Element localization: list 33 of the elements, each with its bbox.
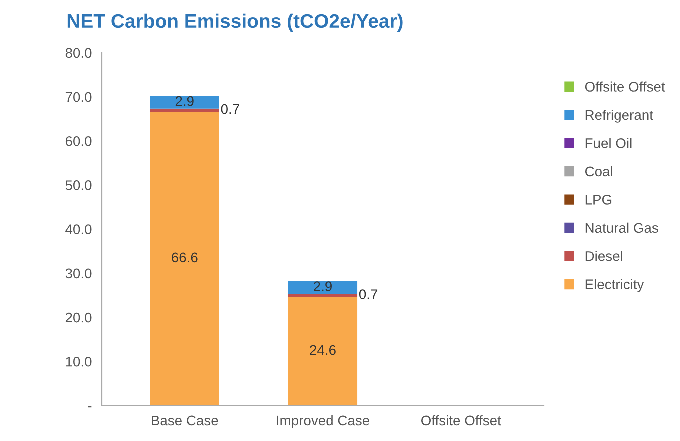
legend-label: Fuel Oil [586,138,632,148]
legend-label: Natural Gas [586,222,658,234]
legend-label: Offsite Offset [585,82,666,92]
y-tick-label: 30.0 [66,268,92,279]
data-label: 0.7 [221,104,240,114]
bar [150,112,220,406]
bar [150,96,220,109]
x-tick-label: Base Case [152,416,218,426]
bar [288,281,358,294]
legend-label: Diesel [586,251,622,262]
x-tick-label: Improved Case [277,415,370,428]
legend-label: Refrigerant [586,110,654,123]
data-label: 66.6 [172,252,198,263]
y-tick-label: 70.0 [66,92,92,102]
legend-label: LPG [586,194,612,205]
bar [288,294,358,298]
y-tick-label: 40.0 [66,224,92,234]
bar [150,108,220,112]
bar [288,297,358,406]
y-tick-label: 50.0 [66,180,92,190]
y-tick-label: - [88,406,92,408]
legend-label: Coal [585,166,612,177]
y-tick-label: 60.0 [66,136,92,146]
data-label: 0.7 [359,290,378,300]
data-label: 2.9 [176,96,194,106]
data-label: 24.6 [310,345,336,356]
y-tick-label: 80.0 [66,48,92,58]
data-label: 2.9 [314,282,332,292]
x-tick-label: Offsite Offset [422,415,502,426]
y-tick-label: 20.0 [66,312,92,323]
y-tick-label: 10.0 [66,356,92,367]
chart-title: NET Carbon Emissions (tCO2e/Year) [68,14,403,32]
legend-label: Electricity [586,279,644,292]
